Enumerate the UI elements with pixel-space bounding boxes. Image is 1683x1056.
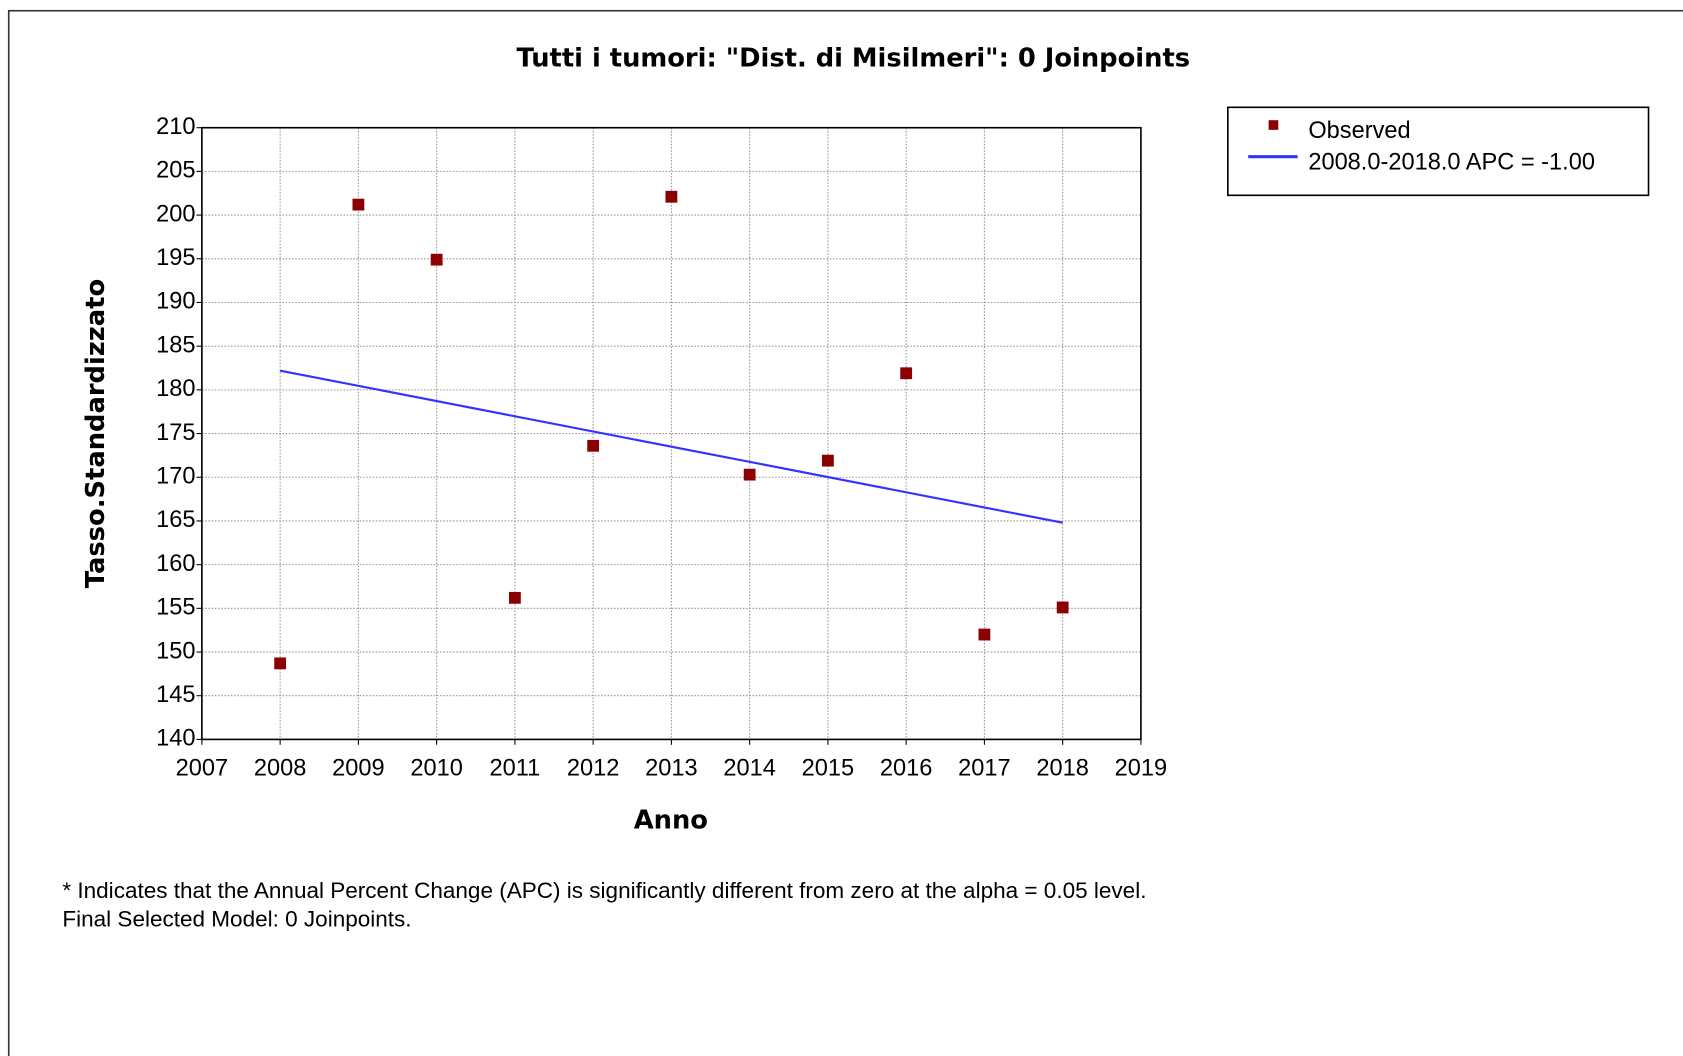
x-tick-label: 2018	[1036, 756, 1089, 782]
y-tick-label: 190	[156, 289, 195, 315]
point	[665, 190, 678, 203]
y-tick-label: 205	[156, 158, 195, 184]
y-tick-label: 160	[156, 551, 195, 577]
x-tick-label: 2010	[410, 756, 463, 782]
y-tick-label: 145	[156, 682, 195, 708]
y-tick-label: 200	[156, 201, 195, 227]
footnote: * Indicates that the Annual Percent Chan…	[62, 878, 1146, 903]
x-tick-label: 2019	[1115, 756, 1167, 782]
point	[508, 591, 521, 604]
y-tick-label: 185	[156, 332, 195, 358]
x-axis-label: Anno	[634, 805, 708, 835]
x-tick-label: 2016	[880, 756, 933, 782]
y-tick-label: 180	[156, 376, 195, 402]
y-tick-label: 165	[156, 507, 195, 533]
x-tick-label: 2015	[802, 756, 855, 782]
point	[900, 367, 913, 380]
y-tick-label: 155	[156, 595, 195, 621]
y-tick-label: 140	[156, 726, 195, 752]
frame	[7, 9, 1683, 1056]
legend-box	[1227, 106, 1650, 197]
point	[743, 468, 756, 481]
point	[822, 454, 834, 467]
footnote: Final Selected Model: 0 Joinpoints.	[62, 907, 411, 932]
legend-swatch	[1268, 120, 1279, 130]
point	[587, 439, 600, 452]
y-tick-label: 210	[156, 114, 195, 140]
y-tick-label: 150	[156, 638, 195, 664]
point	[1056, 601, 1069, 614]
x-tick-label: 2014	[723, 756, 776, 782]
legend-label: Observed	[1308, 118, 1410, 144]
plot-area	[201, 126, 1142, 741]
y-tick-label: 170	[156, 463, 195, 489]
y-axis-label: Tasso.Standardizzato	[81, 279, 111, 588]
legend-label: 2008.0-2018.0 APC = -1.00	[1308, 149, 1595, 175]
x-tick-label: 2009	[332, 756, 384, 782]
point	[352, 198, 365, 211]
x-tick-label: 2011	[490, 756, 541, 782]
chart-title: Tutti i tumori: "Dist. di Misilmeri": 0 …	[517, 44, 1191, 74]
x-tick-label: 2008	[254, 756, 306, 782]
point	[430, 253, 443, 266]
y-tick-label: 175	[156, 420, 195, 446]
fit-line	[279, 369, 1063, 524]
point	[978, 628, 991, 641]
x-tick-label: 2012	[567, 756, 620, 782]
x-tick-label: 2013	[645, 756, 698, 782]
x-tick-label: 2007	[176, 756, 229, 782]
point	[274, 657, 287, 670]
y-tick-label: 195	[156, 245, 195, 271]
x-tick-label: 2017	[958, 756, 1011, 782]
